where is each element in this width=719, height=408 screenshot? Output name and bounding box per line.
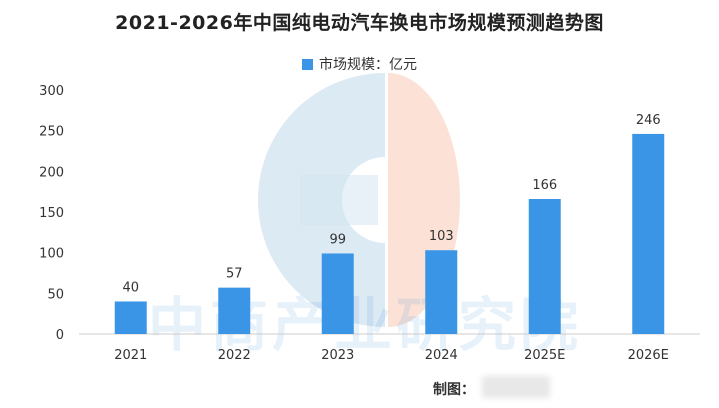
source-label: 制图： — [433, 382, 475, 398]
bar — [632, 133, 665, 334]
x-tick-label: 2024 — [425, 348, 458, 363]
y-tick-label: 250 — [39, 125, 64, 140]
bar-value-label: 103 — [429, 229, 454, 244]
x-tick-label: 2025E — [524, 348, 565, 363]
bar — [321, 253, 354, 334]
legend-label: 市场规模：亿元 — [319, 57, 417, 73]
watermark-logo-bar — [300, 175, 378, 225]
y-tick-label: 150 — [39, 206, 64, 221]
y-tick-label: 50 — [47, 287, 64, 302]
bar — [218, 287, 251, 334]
x-tick-label: 2022 — [218, 348, 251, 363]
bar — [114, 301, 147, 334]
bar-value-label: 40 — [122, 280, 139, 295]
source-redacted — [482, 376, 550, 398]
bar-value-label: 57 — [226, 267, 243, 282]
x-tick-label: 2023 — [321, 348, 354, 363]
x-tick-label: 2021 — [114, 348, 147, 363]
bar — [425, 250, 458, 334]
y-tick-label: 100 — [39, 247, 64, 262]
y-tick-label: 200 — [39, 165, 64, 180]
bar-value-label: 99 — [329, 232, 346, 247]
legend-swatch — [302, 58, 313, 70]
x-tick-label: 2026E — [628, 348, 669, 363]
y-tick-label: 0 — [56, 328, 64, 343]
chart-title: 2021-2026年中国纯电动汽车换电市场规模预测趋势图 — [115, 12, 604, 34]
y-tick-label: 300 — [39, 84, 64, 99]
bar — [528, 198, 561, 334]
bar-value-label: 246 — [636, 113, 661, 128]
bar-value-label: 166 — [532, 178, 557, 193]
watermark-text: 中商产业研究院 — [148, 291, 582, 359]
chart-legend: 市场规模：亿元 — [0, 54, 719, 74]
